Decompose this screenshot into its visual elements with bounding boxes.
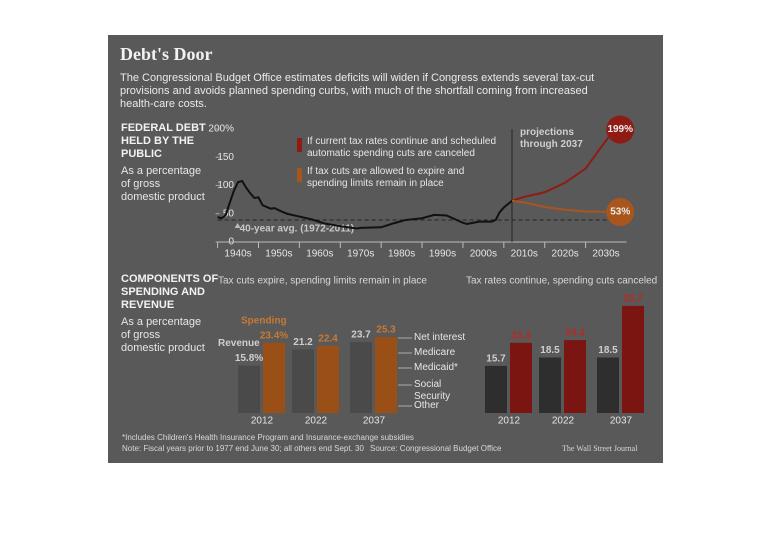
y-tick-label: 100 <box>217 180 234 191</box>
line-title: FEDERAL DEBT HELD BY THE PUBLIC <box>121 122 206 160</box>
end-label: 199% <box>607 124 633 135</box>
legend-swatch <box>297 168 302 182</box>
end-badge <box>606 198 635 227</box>
component-label: Other <box>414 400 440 411</box>
value-label: 18.5 <box>540 345 560 356</box>
footnote: *Includes Children's Health Insurance Pr… <box>122 433 414 442</box>
bar <box>350 341 372 413</box>
value-label: 23.4 <box>511 330 531 341</box>
note: Note: Fiscal years prior to 1977 end Jun… <box>122 444 364 453</box>
x-tick-label: 2010s <box>511 249 538 260</box>
series-line <box>511 199 615 214</box>
average-pointer <box>234 222 241 228</box>
x-tick-label: 1990s <box>429 249 456 260</box>
value-label: 23.7 <box>351 330 371 341</box>
subtitle-box: The Congressional Budget Office estimate… <box>120 72 595 110</box>
value-label: 23.4% <box>260 330 288 341</box>
value-label: 25.3 <box>376 325 396 336</box>
bar-section-title-box: COMPONENTS OF SPENDING AND REVENUE <box>121 273 219 311</box>
end-badge <box>606 115 635 144</box>
x-tick-label: 2012 <box>498 416 521 427</box>
legend-label-box: If current tax rates continue and schedu… <box>307 136 497 159</box>
projection-label-box: projections through 2037 <box>520 127 583 150</box>
bar <box>510 342 532 413</box>
value-label: 35.7 <box>623 294 643 305</box>
bar-chart-title: Tax rates continue, spending cuts cancel… <box>466 276 657 287</box>
x-tick-label: 1980s <box>388 249 415 260</box>
component-label-box: Net interest <box>414 332 466 343</box>
value-label: 18.5 <box>598 345 618 356</box>
component-label-box: Social Security <box>414 379 451 402</box>
legend-label-box: If tax cuts are allowed to expire and sp… <box>307 166 465 189</box>
credit: The Wall Street Journal <box>562 444 638 453</box>
bar <box>317 345 339 413</box>
bar <box>485 365 507 413</box>
x-tick-label: 2037 <box>610 416 633 427</box>
bar <box>375 337 397 413</box>
value-label: 22.4 <box>318 333 338 344</box>
series-label: Spending <box>241 315 287 326</box>
component-label: Medicaid* <box>414 362 458 373</box>
component-label: Social Security <box>414 379 451 402</box>
x-tick-label: 2030s <box>592 249 619 260</box>
bar <box>597 357 619 413</box>
end-label: 53% <box>610 207 630 218</box>
bar-section-subtitle-box: As a percentage of gross domestic produc… <box>121 316 205 354</box>
title: Debt's Door <box>120 48 213 64</box>
x-tick-label: 1950s <box>265 249 292 260</box>
line-title-box: FEDERAL DEBT HELD BY THE PUBLIC <box>121 122 206 160</box>
projection-label: projections through 2037 <box>520 127 583 150</box>
series-line <box>217 179 513 230</box>
bar <box>263 342 285 413</box>
value-label: 24.3 <box>565 328 585 339</box>
value-label: 21.2 <box>293 337 313 348</box>
y-tick-label: 200% <box>208 124 234 135</box>
component-label: Net interest <box>414 332 466 343</box>
line-subtitle: As a percentage of gross domestic produc… <box>121 165 205 203</box>
x-tick-label: 2000s <box>470 249 497 260</box>
bar <box>539 357 561 413</box>
legend-swatch <box>297 138 302 152</box>
value-label: 15.8% <box>235 353 263 364</box>
x-tick-label: 2012 <box>251 416 274 427</box>
component-label: Medicare <box>414 347 456 358</box>
line-subtitle-box: As a percentage of gross domestic produc… <box>121 165 205 203</box>
legend-label: If current tax rates continue and schedu… <box>307 136 497 159</box>
bar-chart-title: Tax cuts expire, spending limits remain … <box>218 276 427 287</box>
average-label: 40-year avg. (1972-2011) <box>240 224 355 235</box>
component-label-box: Other <box>414 400 440 411</box>
source: Source: Congressional Budget Office <box>370 444 502 453</box>
series-line <box>511 128 616 202</box>
legend-label: If tax cuts are allowed to expire and sp… <box>307 166 465 189</box>
subtitle: The Congressional Budget Office estimate… <box>120 72 595 110</box>
bar <box>622 305 644 413</box>
component-label-box: Medicare <box>414 347 456 358</box>
x-tick-label: 2037 <box>363 416 386 427</box>
y-tick-label: 50 <box>223 208 235 219</box>
x-tick-label: 1940s <box>224 249 251 260</box>
x-tick-label: 1960s <box>306 249 333 260</box>
bar <box>238 365 260 413</box>
title-box: Debt's Door <box>120 48 213 64</box>
series-label: Revenue <box>218 338 260 349</box>
bar-section-subtitle: As a percentage of gross domestic produc… <box>121 316 205 354</box>
value-label: 15.7 <box>486 354 506 365</box>
bar <box>564 340 586 413</box>
x-tick-label: 1970s <box>347 249 374 260</box>
x-tick-label: 2020s <box>552 249 579 260</box>
bar <box>292 349 314 413</box>
bar-section-title: COMPONENTS OF SPENDING AND REVENUE <box>121 273 219 311</box>
x-tick-label: 2022 <box>305 416 328 427</box>
y-tick-label: 150 <box>217 152 234 163</box>
component-label-box: Medicaid* <box>414 362 458 373</box>
x-tick-label: 2022 <box>552 416 575 427</box>
